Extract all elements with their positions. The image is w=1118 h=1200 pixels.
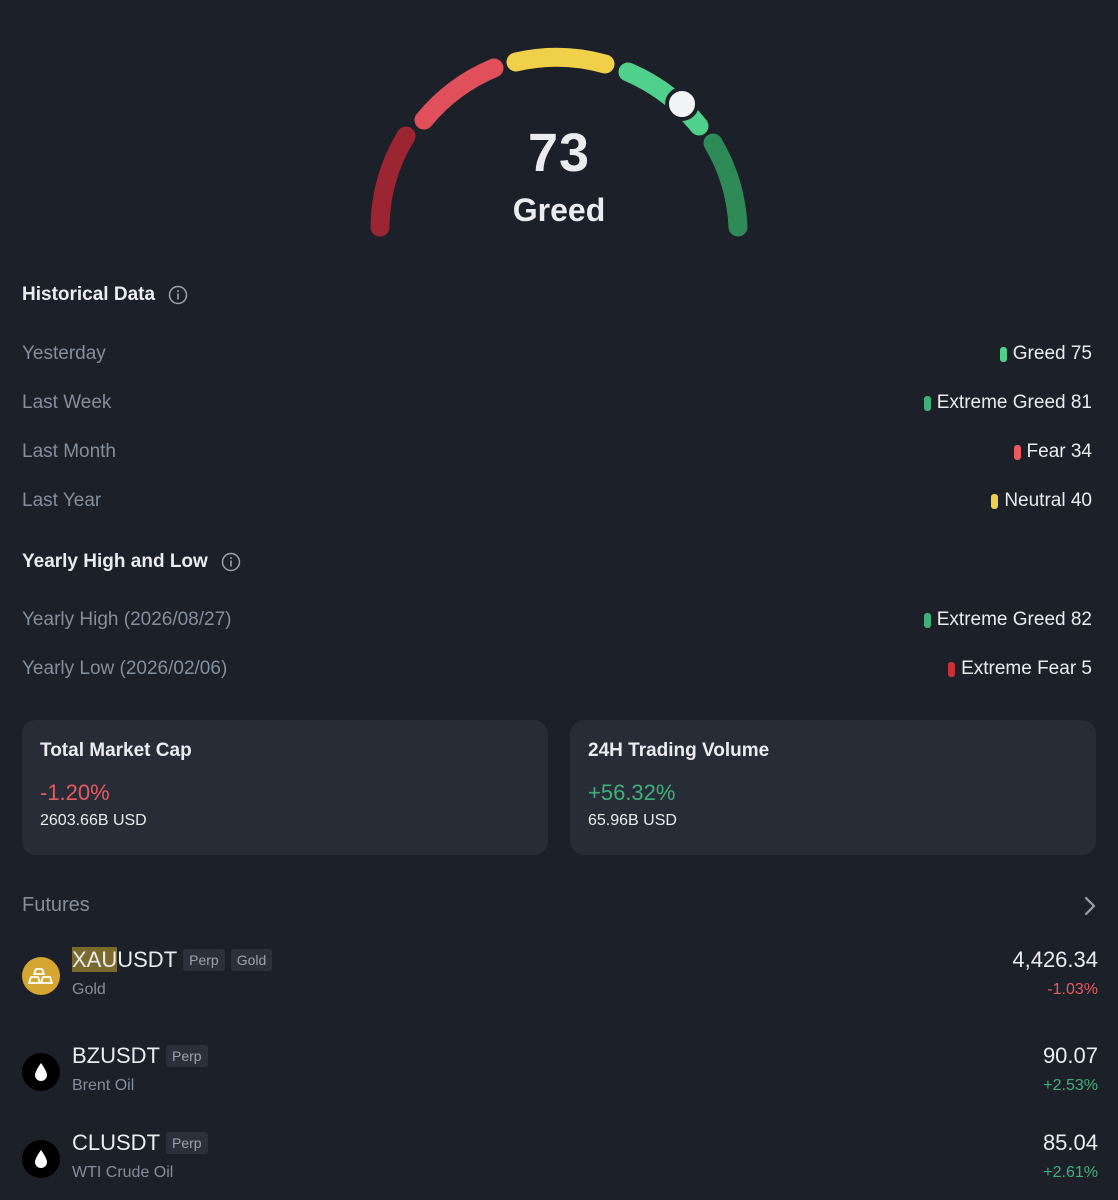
yearly-label: Yearly Low (2026/02/06) xyxy=(22,658,228,679)
yearly-value-text: Extreme Fear 5 xyxy=(961,658,1092,679)
total-market-cap-card[interactable]: Total Market Cap -1.20% 2603.66B USD xyxy=(22,720,548,855)
history-row-last-month: Last Month Fear 34 xyxy=(22,437,1092,467)
futures-price: 85.04 xyxy=(1042,1130,1098,1155)
sentiment-indicator xyxy=(923,395,931,411)
gauge-indicator xyxy=(665,87,699,121)
gauge-label: Greed xyxy=(512,192,606,228)
history-value: Extreme Greed 81 xyxy=(923,392,1092,414)
futures-item-bzusdt[interactable]: BZUSDT Perp Brent Oil 90.07 +2.53% xyxy=(22,1043,1098,1103)
futures-symbol-line: CLUSDT Perp xyxy=(72,1130,208,1156)
futures-symbol-line: BZUSDT Perp xyxy=(72,1043,208,1069)
history-value: Greed 75 xyxy=(999,343,1092,365)
history-row-yesterday: Yesterday Greed 75 xyxy=(22,339,1092,369)
historical-data-title: Historical Data xyxy=(22,284,188,306)
futures-item-xauusdt[interactable]: XAUUSDT Perp Gold Gold 4,426.34 -1.03% xyxy=(22,947,1098,1007)
futures-name: Brent Oil xyxy=(72,1077,135,1094)
chevron-right-icon[interactable] xyxy=(1082,895,1098,917)
gold-bars-icon xyxy=(22,957,60,995)
sentiment-indicator xyxy=(1013,444,1021,460)
sentiment-indicator xyxy=(991,493,999,509)
trading-volume-card[interactable]: 24H Trading Volume +56.32% 65.96B USD xyxy=(570,720,1096,855)
sentiment-indicator xyxy=(948,661,956,677)
card-change: +56.32% xyxy=(588,780,676,805)
history-row-last-year: Last Year Neutral 40 xyxy=(22,486,1092,516)
perp-tag: Perp xyxy=(166,1045,208,1067)
history-value: Neutral 40 xyxy=(991,490,1092,512)
gauge-segment-greed xyxy=(618,62,709,136)
gauge-value: 73 xyxy=(527,123,591,183)
gauge-segment-extreme-greed xyxy=(703,133,748,237)
gauge-segment-neutral xyxy=(506,47,615,74)
futures-header[interactable]: Futures xyxy=(22,894,1098,917)
symbol-rest: USDT xyxy=(117,947,178,972)
futures-title: Futures xyxy=(22,894,90,916)
yearly-high-low-title: Yearly High and Low xyxy=(22,551,241,573)
card-change: -1.20% xyxy=(40,780,110,805)
futures-symbol-line: XAUUSDT Perp Gold xyxy=(72,947,273,973)
futures-item-clusdt[interactable]: CLUSDT Perp WTI Crude Oil 85.04 +2.61% xyxy=(22,1130,1098,1190)
card-amount: 65.96B USD xyxy=(588,812,677,829)
card-amount: 2603.66B USD xyxy=(40,812,147,829)
futures-symbol: BZUSDT xyxy=(72,1043,160,1068)
history-value: Fear 34 xyxy=(1013,441,1092,463)
history-label: Last Year xyxy=(22,490,102,511)
history-value-text: Extreme Greed 81 xyxy=(936,392,1092,413)
yearly-value: Extreme Greed 82 xyxy=(923,609,1092,631)
futures-symbol: CLUSDT xyxy=(72,1130,161,1155)
card-title: 24H Trading Volume xyxy=(588,740,770,761)
history-value-text: Greed 75 xyxy=(1012,343,1092,364)
history-value-text: Fear 34 xyxy=(1026,441,1092,462)
futures-symbol: XAUUSDT xyxy=(72,947,177,973)
futures-price: 4,426.34 xyxy=(1012,947,1098,972)
perp-tag: Perp xyxy=(166,1132,208,1154)
gauge-segment-extreme-fear xyxy=(370,126,416,237)
sentiment-indicator xyxy=(923,612,931,628)
search-highlight: XAU xyxy=(72,947,118,972)
card-title: Total Market Cap xyxy=(40,740,192,761)
category-tag: Gold xyxy=(230,949,273,971)
historical-data-heading: Historical Data xyxy=(22,284,156,305)
futures-change: +2.61% xyxy=(1043,1164,1098,1181)
yearly-value: Extreme Fear 5 xyxy=(948,658,1092,680)
futures-change: +2.53% xyxy=(1043,1077,1098,1094)
oil-drop-icon xyxy=(22,1140,60,1178)
yearly-high-low-heading: Yearly High and Low xyxy=(22,551,208,572)
info-icon[interactable] xyxy=(168,285,188,305)
history-label: Yesterday xyxy=(22,343,106,364)
yearly-low-row: Yearly Low (2026/02/06) Extreme Fear 5 xyxy=(22,654,1092,684)
sentiment-indicator xyxy=(999,346,1007,362)
gauge-segment-fear xyxy=(414,58,504,130)
yearly-value-text: Extreme Greed 82 xyxy=(936,609,1092,630)
fear-greed-gauge: 73 Greed xyxy=(0,0,1118,260)
history-label: Last Month xyxy=(22,441,116,462)
history-label: Last Week xyxy=(22,392,112,413)
info-icon[interactable] xyxy=(221,552,241,572)
history-row-last-week: Last Week Extreme Greed 81 xyxy=(22,388,1092,418)
futures-name: WTI Crude Oil xyxy=(72,1164,174,1181)
futures-name: Gold xyxy=(72,981,106,998)
history-value-text: Neutral 40 xyxy=(1004,490,1092,511)
futures-change: -1.03% xyxy=(1047,981,1098,998)
oil-drop-icon xyxy=(22,1053,60,1091)
yearly-high-row: Yearly High (2026/08/27) Extreme Greed 8… xyxy=(22,605,1092,635)
perp-tag: Perp xyxy=(183,949,225,971)
yearly-label: Yearly High (2026/08/27) xyxy=(22,609,232,630)
futures-price: 90.07 xyxy=(1042,1043,1098,1068)
gauge-arc xyxy=(370,47,748,237)
